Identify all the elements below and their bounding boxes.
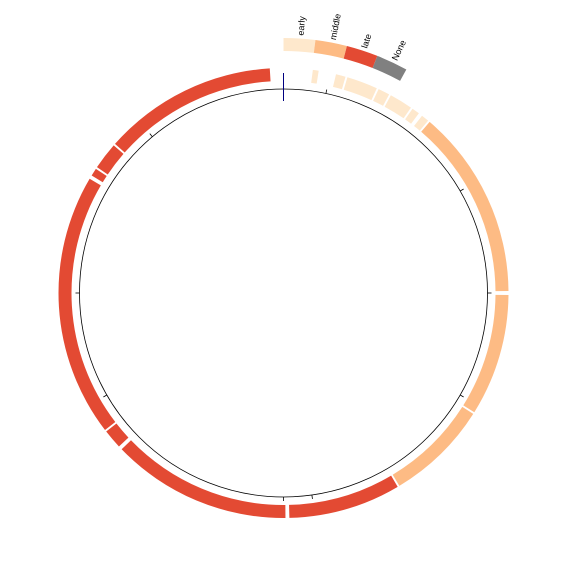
track-segment-late (289, 475, 398, 518)
axis-tick (459, 394, 464, 398)
legend-swatch-middle (313, 40, 347, 59)
legend-label-middle: middle (328, 13, 343, 41)
legend-swatch-late (343, 46, 378, 68)
track-segment-late (58, 178, 116, 430)
track-segment-early (311, 69, 319, 84)
legend-label-early: early (296, 15, 307, 36)
track-segment-early (414, 115, 429, 131)
track-segment-late (114, 68, 271, 153)
track-segment-early (405, 108, 419, 124)
legend-label-None: None (390, 38, 408, 62)
axis-circle-group (75, 73, 492, 501)
legend-swatch-None (372, 55, 407, 81)
track-segment-early (332, 74, 346, 90)
legend: early middle late None (283, 13, 408, 81)
track-segment-middle (421, 121, 509, 292)
track-segment-late (96, 145, 124, 175)
track-segment-late (91, 168, 107, 183)
track-segment-late (121, 440, 286, 519)
axis-tick (325, 89, 328, 94)
axis-tick (103, 394, 108, 398)
track-segment-late (106, 423, 129, 447)
track-segment-middle (392, 406, 474, 486)
track-segment-early (384, 95, 411, 119)
axis-tick (149, 133, 153, 137)
axis-tick (311, 494, 313, 500)
track-segment-middle (463, 294, 509, 413)
axis-tick (459, 188, 464, 192)
legend-label-late: late (359, 33, 373, 50)
track-segment-early (373, 89, 390, 106)
track-segment-early (343, 77, 377, 101)
legend-swatch-early (283, 38, 316, 53)
axis-circle (79, 88, 488, 498)
track-ring (58, 68, 509, 519)
